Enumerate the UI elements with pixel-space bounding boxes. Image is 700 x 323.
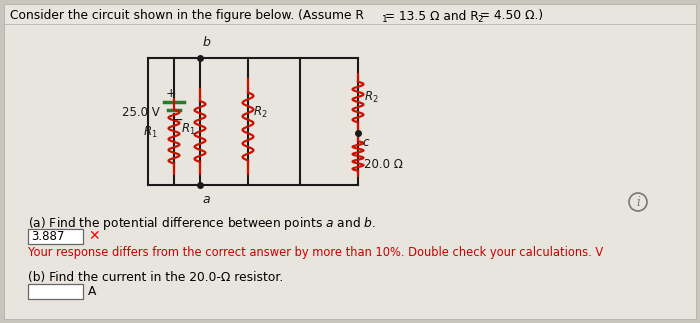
Text: Your response differs from the correct answer by more than 10%. Double check you: Your response differs from the correct a… bbox=[28, 246, 603, 259]
Text: $R_2$: $R_2$ bbox=[253, 105, 267, 120]
Text: i: i bbox=[636, 195, 640, 209]
Text: $c$: $c$ bbox=[362, 136, 370, 149]
Text: $a$: $a$ bbox=[202, 193, 211, 206]
Text: $b$: $b$ bbox=[202, 35, 211, 49]
Text: $R_1$: $R_1$ bbox=[144, 125, 158, 140]
Text: $R_2$: $R_2$ bbox=[364, 89, 379, 105]
Text: 1: 1 bbox=[382, 15, 388, 24]
Text: = 4.50 Ω.): = 4.50 Ω.) bbox=[476, 9, 543, 23]
Text: Consider the circuit shown in the figure below. (Assume R: Consider the circuit shown in the figure… bbox=[10, 9, 364, 23]
Text: = 13.5 Ω and R: = 13.5 Ω and R bbox=[381, 9, 479, 23]
Text: 2: 2 bbox=[477, 15, 482, 24]
Text: 20.0 Ω: 20.0 Ω bbox=[364, 158, 403, 171]
Text: $R_1$: $R_1$ bbox=[181, 122, 196, 137]
Text: A: A bbox=[88, 285, 97, 298]
FancyBboxPatch shape bbox=[28, 284, 83, 299]
FancyBboxPatch shape bbox=[28, 229, 83, 244]
Text: +: + bbox=[166, 87, 176, 100]
Text: 25.0 V: 25.0 V bbox=[122, 106, 160, 119]
Text: 3.887: 3.887 bbox=[31, 230, 64, 243]
Text: −: − bbox=[172, 113, 183, 127]
Text: (b) Find the current in the 20.0-Ω resistor.: (b) Find the current in the 20.0-Ω resis… bbox=[28, 271, 284, 284]
FancyBboxPatch shape bbox=[4, 4, 696, 319]
Text: ✕: ✕ bbox=[88, 230, 99, 244]
Text: (a) Find the potential difference between points $a$ and $b$.: (a) Find the potential difference betwee… bbox=[28, 215, 376, 232]
